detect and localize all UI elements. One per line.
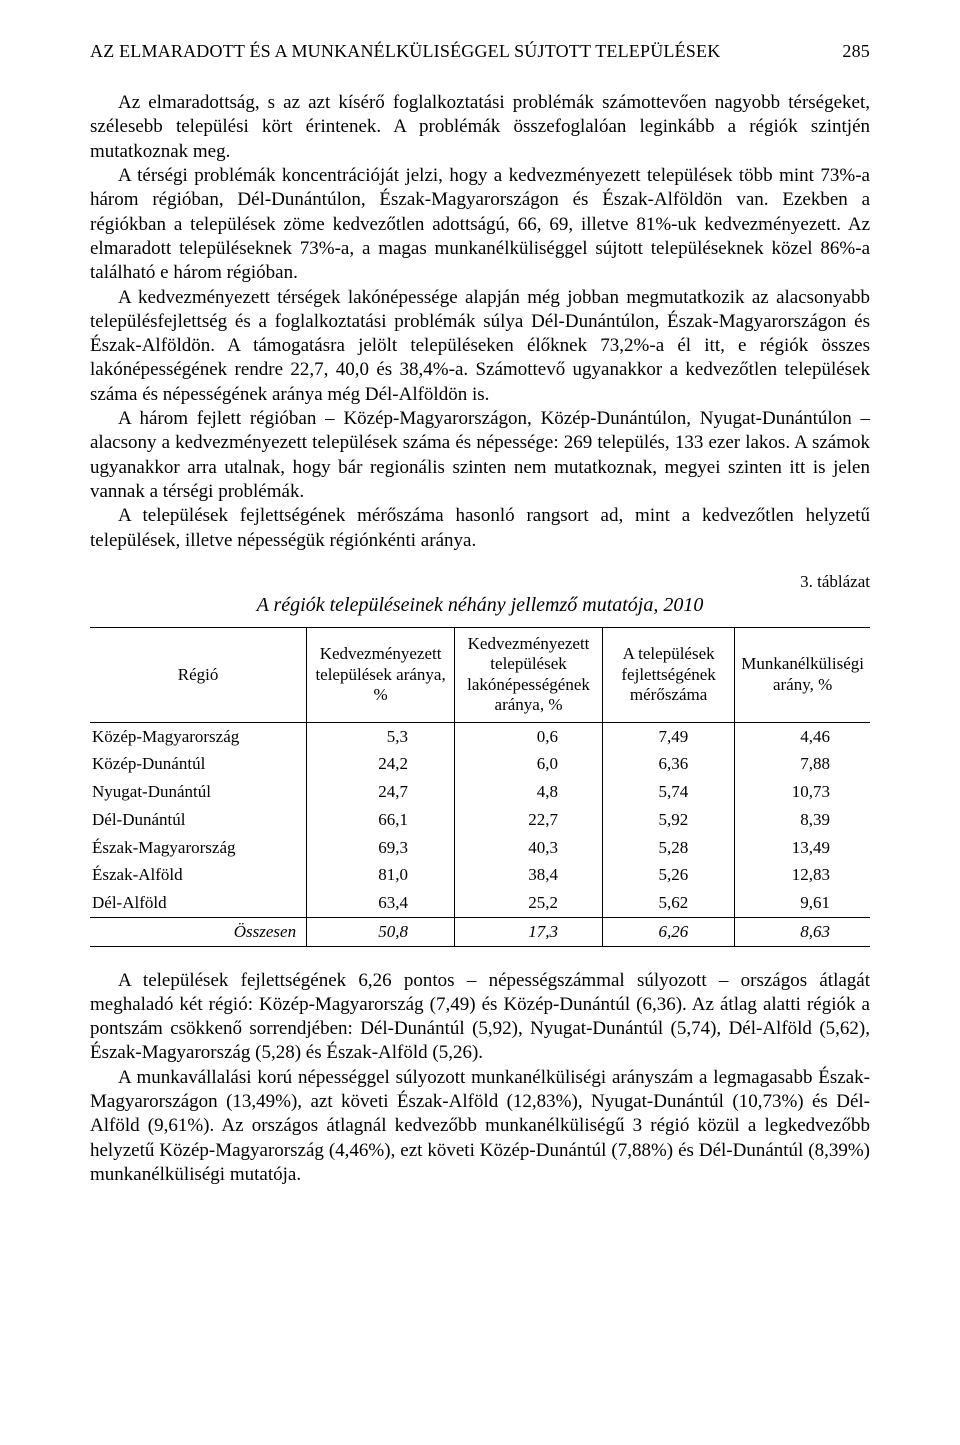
cell-region: Dél-Alföld [90, 889, 307, 917]
table-row: Dél-Alföld 63,4 25,2 5,62 9,61 [90, 889, 870, 917]
cell-region: Nyugat-Dunántúl [90, 778, 307, 806]
cell-c1: 24,2 [307, 750, 455, 778]
cell-c3: 5,74 [603, 778, 735, 806]
cell-total-c4: 8,63 [735, 917, 870, 946]
table-header-row: Régió Kedvezményezett települések aránya… [90, 627, 870, 722]
paragraph-2: A térségi problémák koncentrációját jelz… [90, 164, 870, 286]
table-row: Észak-Alföld 81,0 38,4 5,26 12,83 [90, 861, 870, 889]
running-title: AZ ELMARADOTT ÉS A MUNKANÉLKÜLISÉGGEL SÚ… [90, 40, 720, 63]
paragraph-5: A települések fejlettségének mérőszáma h… [90, 504, 870, 553]
table-row: Dél-Dunántúl 66,1 22,7 5,92 8,39 [90, 806, 870, 834]
cell-c1: 69,3 [307, 834, 455, 862]
table-caption-row: 3. táblázat A régiók településeinek néhá… [90, 571, 870, 619]
table-number: 3. táblázat [800, 571, 870, 593]
table-body: Közép-Magyarország 5,3 0,6 7,49 4,46 Köz… [90, 722, 870, 946]
paragraph-4: A három fejlett régióban – Közép-Magyaro… [90, 407, 870, 504]
paragraph-7: A munkavállalási korú népességgel súlyoz… [90, 1066, 870, 1188]
table-total-row: Összesen 50,8 17,3 6,26 8,63 [90, 917, 870, 946]
th-col1: Kedvezményezett települések aránya, % [307, 627, 455, 722]
cell-c1: 63,4 [307, 889, 455, 917]
th-col2: Kedvezményezett települések lakónépesség… [455, 627, 603, 722]
cell-region: Észak-Alföld [90, 861, 307, 889]
cell-c4: 4,46 [735, 722, 870, 750]
cell-total-label: Összesen [90, 917, 307, 946]
cell-c1: 66,1 [307, 806, 455, 834]
cell-region: Észak-Magyarország [90, 834, 307, 862]
cell-c2: 38,4 [455, 861, 603, 889]
paragraph-6: A települések fejlettségének 6,26 pontos… [90, 969, 870, 1066]
cell-c3: 6,36 [603, 750, 735, 778]
cell-c3: 5,62 [603, 889, 735, 917]
cell-c4: 13,49 [735, 834, 870, 862]
cell-total-c2: 17,3 [455, 917, 603, 946]
table-row: Közép-Dunántúl 24,2 6,0 6,36 7,88 [90, 750, 870, 778]
cell-region: Dél-Dunántúl [90, 806, 307, 834]
table-row: Közép-Magyarország 5,3 0,6 7,49 4,46 [90, 722, 870, 750]
th-region: Régió [90, 627, 307, 722]
cell-c2: 6,0 [455, 750, 603, 778]
cell-c4: 10,73 [735, 778, 870, 806]
cell-c2: 40,3 [455, 834, 603, 862]
cell-c1: 5,3 [307, 722, 455, 750]
cell-c1: 81,0 [307, 861, 455, 889]
cell-c4: 9,61 [735, 889, 870, 917]
th-col4: Munkanélküliségi arány, % [735, 627, 870, 722]
running-header: AZ ELMARADOTT ÉS A MUNKANÉLKÜLISÉGGEL SÚ… [90, 40, 870, 63]
page-number: 285 [842, 40, 870, 63]
cell-c3: 7,49 [603, 722, 735, 750]
regions-table: Régió Kedvezményezett települések aránya… [90, 627, 870, 947]
cell-total-c3: 6,26 [603, 917, 735, 946]
cell-c1: 24,7 [307, 778, 455, 806]
cell-c2: 0,6 [455, 722, 603, 750]
cell-c3: 5,28 [603, 834, 735, 862]
cell-region: Közép-Dunántúl [90, 750, 307, 778]
cell-c4: 8,39 [735, 806, 870, 834]
cell-c2: 25,2 [455, 889, 603, 917]
cell-c4: 7,88 [735, 750, 870, 778]
cell-c2: 22,7 [455, 806, 603, 834]
table-row: Nyugat-Dunántúl 24,7 4,8 5,74 10,73 [90, 778, 870, 806]
table-row: Észak-Magyarország 69,3 40,3 5,28 13,49 [90, 834, 870, 862]
cell-c3: 5,92 [603, 806, 735, 834]
paragraph-1: Az elmaradottság, s az azt kísérő foglal… [90, 91, 870, 164]
table-caption: A régiók településeinek néhány jellemző … [90, 593, 870, 619]
cell-c4: 12,83 [735, 861, 870, 889]
th-col3: A települések fejlettségének mérőszáma [603, 627, 735, 722]
paragraph-3: A kedvezményezett térségek lakónépessége… [90, 286, 870, 408]
cell-c2: 4,8 [455, 778, 603, 806]
cell-c3: 5,26 [603, 861, 735, 889]
cell-total-c1: 50,8 [307, 917, 455, 946]
cell-region: Közép-Magyarország [90, 722, 307, 750]
